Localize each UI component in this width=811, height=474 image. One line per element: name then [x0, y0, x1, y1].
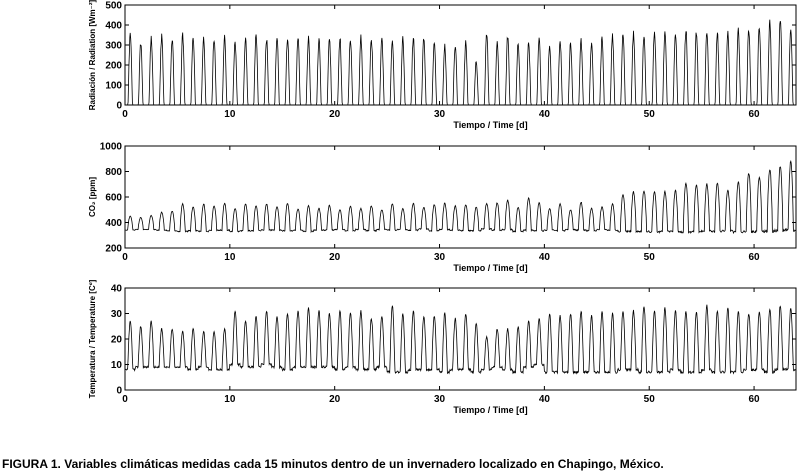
- x-tick-label: 0: [122, 109, 128, 120]
- y-tick-label: 40: [111, 284, 123, 295]
- y-tick-label: 600: [105, 193, 122, 204]
- x-tick-label: 40: [539, 252, 551, 263]
- y-axis-label: Temperatura / Temperature [Cº]: [88, 279, 97, 398]
- chart-panel-3: 0 10 20 30 40 50 60 0 10 20 30 40 Tiempo / Time [d] T…: [88, 279, 797, 415]
- y-tick-label: 400: [105, 218, 122, 229]
- x-tick-label: 20: [329, 252, 341, 263]
- x-tick-label: 20: [329, 109, 341, 120]
- x-tick-label: 50: [644, 109, 656, 120]
- x-tick-label: 40: [539, 394, 551, 405]
- x-tick-label: 20: [329, 394, 341, 405]
- x-tick-label: 10: [224, 109, 236, 120]
- figure-caption: FIGURA 1. Variables climáticas medidas c…: [2, 457, 664, 471]
- chart-panel-2: 0 10 20 30 40 50 60 200 400 600 800 1000 Tiempo / Ti…: [88, 142, 797, 273]
- y-tick-label: 100: [105, 81, 122, 92]
- x-tick-label: 10: [224, 394, 236, 405]
- y-axis-label: CO₂ [ppm]: [88, 177, 97, 217]
- x-tick-label: 60: [749, 394, 761, 405]
- y-tick-label: 0: [116, 386, 122, 397]
- x-axis-label: Tiempo / Time [d]: [453, 263, 527, 273]
- x-tick-label: 60: [749, 252, 761, 263]
- series-line: [125, 19, 796, 106]
- y-tick-label: 200: [105, 61, 122, 72]
- x-tick-label: 30: [434, 394, 446, 405]
- y-tick-label: 30: [111, 309, 123, 320]
- x-tick-label: 40: [539, 109, 551, 120]
- y-tick-label: 0: [116, 101, 122, 112]
- y-tick-label: 200: [105, 244, 122, 255]
- x-tick-label: 10: [224, 252, 236, 263]
- y-axis-label: Radiación / Radiation [Wm⁻²]: [88, 0, 97, 110]
- y-tick-label: 800: [105, 167, 122, 178]
- x-tick-label: 50: [644, 394, 656, 405]
- x-tick-label: 0: [122, 252, 128, 263]
- y-tick-label: 10: [111, 360, 123, 371]
- x-tick-label: 50: [644, 252, 656, 263]
- x-tick-label: 0: [122, 394, 128, 405]
- x-axis-label: Tiempo / Time [d]: [453, 405, 527, 415]
- x-tick-label: 30: [434, 252, 446, 263]
- x-tick-label: 30: [434, 109, 446, 120]
- y-tick-label: 300: [105, 41, 122, 52]
- series-line: [124, 159, 796, 235]
- x-tick-label: 60: [749, 109, 761, 120]
- y-tick-label: 500: [105, 1, 122, 12]
- chart-panel-1: 0 10 20 30 40 50 60 0 100 200 300 400 500 Tiempo / Ti…: [88, 0, 797, 130]
- y-tick-label: 20: [111, 335, 123, 346]
- x-axis-label: Tiempo / Time [d]: [453, 120, 527, 130]
- axes-frame: [124, 4, 797, 106]
- y-tick-label: 1000: [100, 142, 123, 153]
- y-tick-label: 400: [105, 21, 122, 32]
- series-line: [124, 304, 796, 375]
